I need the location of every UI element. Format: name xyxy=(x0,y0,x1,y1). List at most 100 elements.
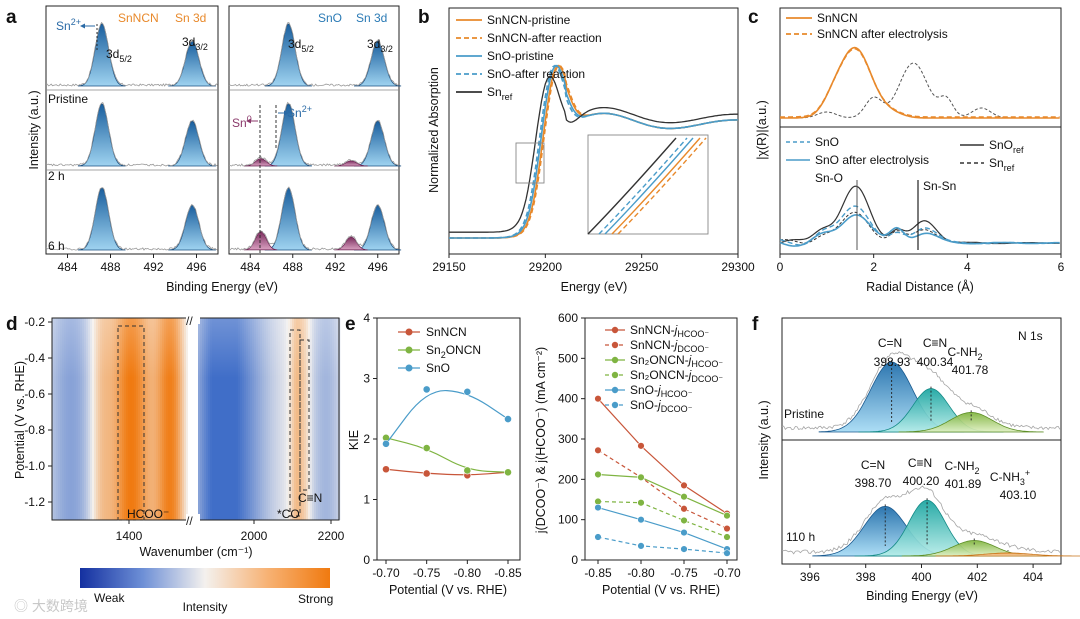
heatmap-column xyxy=(110,318,113,520)
x-tick-label: 29300 xyxy=(721,260,755,274)
heatmap-column xyxy=(80,318,83,520)
sn2-peak-fill xyxy=(354,204,402,251)
panel-a-3d52-right: 3d5/2 xyxy=(288,37,314,54)
heatmap-column xyxy=(164,318,167,520)
heatmap-column xyxy=(118,318,121,520)
panel-f-ylabel: Intensity (a.u.) xyxy=(757,400,771,479)
panel-e-current: SnNCN-jHCOO⁻SnNCN-jDCOO⁻Sn₂ONCN-jHCOO⁻Sn… xyxy=(534,311,741,597)
current-point xyxy=(680,505,688,513)
heatmap-column xyxy=(268,318,271,520)
y-tick-label: 4 xyxy=(363,311,370,325)
x-tick-label: 488 xyxy=(100,260,120,274)
peak-name-label: C-NH3+ xyxy=(990,468,1030,487)
current-line xyxy=(597,449,728,530)
sn2-peak-fill xyxy=(264,23,313,87)
kie-line xyxy=(385,389,509,445)
x-tick-label: 2 xyxy=(870,260,877,274)
legend-label: SnO-after reaction xyxy=(487,67,585,81)
x-tick-label: -0.75 xyxy=(670,566,698,580)
raw-data-line xyxy=(781,351,1061,431)
kie-line xyxy=(385,437,509,473)
heatmap-column xyxy=(244,318,247,520)
x-tick-label: 400 xyxy=(911,570,931,584)
panel-a-right-frame xyxy=(228,5,400,255)
heatmap-column xyxy=(216,318,219,520)
heatmap-column xyxy=(184,318,187,520)
heatmap-column xyxy=(106,318,109,520)
panel-b-frame xyxy=(448,7,739,255)
heatmap-column xyxy=(328,318,331,520)
heatmap-column xyxy=(116,318,119,520)
heatmap-column xyxy=(146,318,149,520)
exafs-bottom-curve xyxy=(779,214,1060,247)
heatmap-column xyxy=(102,318,105,520)
legend-label: SnO after electrolysis xyxy=(815,153,929,167)
kie-point xyxy=(422,444,431,452)
current-point xyxy=(723,524,731,533)
legend-sub: ref xyxy=(1004,163,1015,173)
current-point xyxy=(637,542,645,550)
y-tick-label: 100 xyxy=(558,513,578,527)
heatmap-column xyxy=(120,318,123,520)
x-tick-label: 404 xyxy=(1023,570,1043,584)
heatmap-column xyxy=(138,318,141,520)
heatmap-column xyxy=(208,318,211,520)
heatmap-column xyxy=(84,318,87,520)
watermark-logo-icon: ◎ xyxy=(14,598,28,614)
heatmap-column xyxy=(258,318,261,520)
x-tick-label: 396 xyxy=(800,570,820,584)
panel-a-ylabel: Intensity (a.u.) xyxy=(27,90,41,169)
panel-d-colorbar xyxy=(80,568,330,588)
legend-sub: DCOO⁻ xyxy=(661,404,693,414)
heatmap-column xyxy=(332,318,335,520)
inset-curve xyxy=(587,137,677,235)
y-tick-label: -0.8 xyxy=(24,423,45,437)
panel-a-3d32-right: 3d3/2 xyxy=(367,37,393,54)
x-tick-label: -0.85 xyxy=(584,566,612,580)
legend-j: j xyxy=(673,323,678,337)
heatmap-column xyxy=(214,318,217,520)
legend-sub: ref xyxy=(1013,145,1024,155)
legend-sub: HCOO⁻ xyxy=(677,329,709,339)
sn2-peak-fill xyxy=(168,120,216,167)
x-tick-label: 6 xyxy=(1058,260,1065,274)
legend-marker xyxy=(611,326,619,334)
heatmap-column xyxy=(108,318,111,520)
legend-label: SnNCN-jHCOO⁻ xyxy=(630,323,709,339)
heatmap-column xyxy=(150,318,153,520)
panel-d-colorbar-weak: Weak xyxy=(94,591,125,605)
x-tick-label: 2000 xyxy=(241,529,268,543)
heatmap-column xyxy=(136,318,139,520)
peak-name-label: C=N xyxy=(878,336,902,350)
heatmap-column xyxy=(56,318,59,520)
heatmap-column xyxy=(222,318,225,520)
peak-name-sup: + xyxy=(1025,468,1030,478)
current-point xyxy=(680,545,688,553)
panel-f-xlabel: Binding Energy (eV) xyxy=(866,589,978,603)
y-tick-label: 2 xyxy=(363,432,370,446)
heatmap-column xyxy=(296,318,299,520)
panel-e2-ylabel: j(DCOO⁻) & j(HCOO⁻) (mA cm⁻²) xyxy=(534,347,548,534)
legend-marker xyxy=(405,364,413,372)
panel-a-row-2h: 2 h xyxy=(48,169,65,183)
kie-line xyxy=(385,468,509,476)
legend-label: Sn₂ONCN-jHCOO⁻ xyxy=(630,353,723,369)
current-point xyxy=(637,515,645,524)
heatmap-column xyxy=(200,318,203,520)
current-point xyxy=(594,503,602,512)
kie-point xyxy=(504,468,512,477)
heatmap-column xyxy=(94,318,97,520)
heatmap-column xyxy=(316,318,319,520)
heatmap-column xyxy=(182,318,185,520)
x-tick-label: 29250 xyxy=(625,260,659,274)
current-line xyxy=(597,500,728,538)
panel-c-label-sno: Sn-O xyxy=(815,171,843,185)
legend-marker xyxy=(611,401,619,409)
current-line xyxy=(597,507,728,550)
kie-point xyxy=(463,387,472,396)
heatmap-column xyxy=(122,318,125,520)
peak-be-label: 401.78 xyxy=(952,363,989,377)
heatmap-column xyxy=(240,318,243,520)
snref-top-curve xyxy=(780,62,1060,119)
peak-name-label: C-NH2 xyxy=(947,345,982,362)
